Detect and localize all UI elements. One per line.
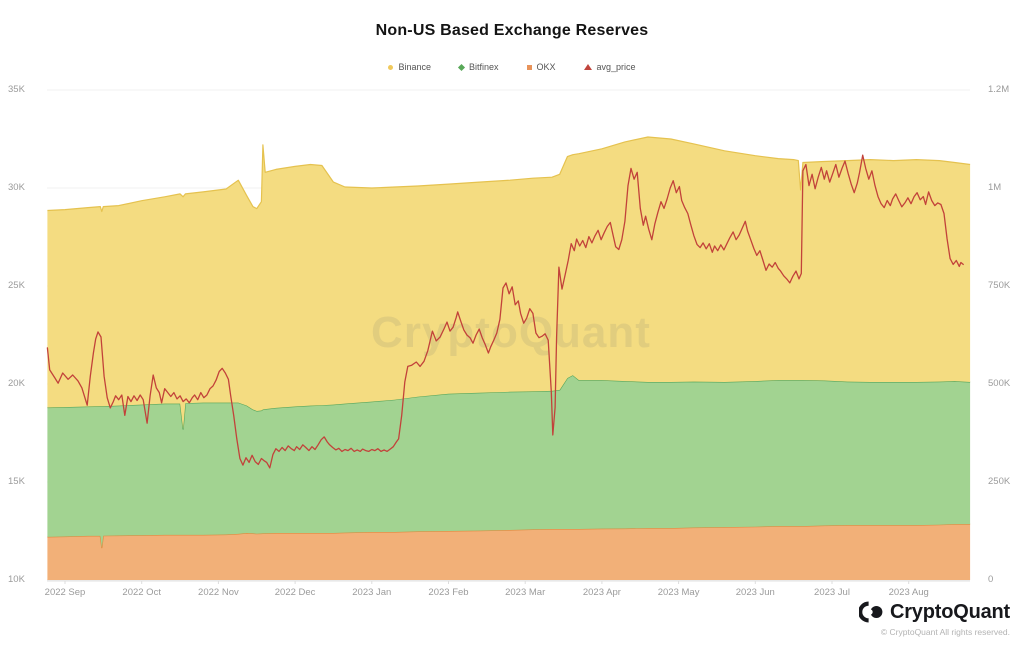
x-tick-label: 2023 Jul <box>814 587 850 598</box>
x-tick-label: 2023 Feb <box>428 587 469 598</box>
legend-item-bitfinex[interactable]: Bitfinex <box>457 62 499 72</box>
x-tick-label: 2023 May <box>657 587 700 598</box>
y-left-tick-label: 35K <box>8 84 25 95</box>
y-left-tick-label: 20K <box>8 378 25 389</box>
y-left-tick-label: 10K <box>8 574 25 585</box>
x-tick-label: 2022 Dec <box>274 587 316 598</box>
y-left-tick-label: 25K <box>8 280 25 291</box>
binance-area <box>47 137 971 430</box>
footer: CryptoQuant © CryptoQuant All rights res… <box>858 600 1010 637</box>
x-tick-label: 2022 Oct <box>122 587 161 598</box>
x-tick-label: 2022 Sep <box>44 587 86 598</box>
legend: Binance Bitfinex OKX avg_price <box>0 62 1024 72</box>
x-tick-label: 2022 Nov <box>198 587 239 598</box>
legend-item-avg_price[interactable]: avg_price <box>583 62 636 72</box>
chart-title: Non-US Based Exchange Reserves <box>375 22 649 39</box>
legend-item-binance[interactable]: Binance <box>388 62 431 72</box>
x-tick-label: 2023 Jun <box>735 587 775 598</box>
bitfinex-area <box>47 375 971 548</box>
y-right-tick-label: 250K <box>988 476 1011 487</box>
avg-price-line <box>46 154 964 469</box>
legend-item-okx[interactable]: OKX <box>526 62 556 72</box>
y-left-tick-label: 30K <box>8 182 25 193</box>
x-tick-label: 2023 Aug <box>888 587 929 598</box>
avg_price-marker-icon <box>583 64 592 70</box>
brand-name: CryptoQuant <box>889 600 1010 623</box>
x-tick-label: 2023 Mar <box>505 587 546 598</box>
y-right-tick-label: 750K <box>988 280 1011 291</box>
y-right-tick-label: 1.2M <box>988 84 1010 95</box>
legend-label: Binance <box>398 62 431 72</box>
x-tick-label: 2023 Jan <box>352 587 392 598</box>
x-tick-label: 2023 Apr <box>582 587 621 598</box>
y-right-tick-label: 0 <box>988 574 994 585</box>
legend-label: avg_price <box>596 62 636 72</box>
brand-row: CryptoQuant <box>858 600 1010 624</box>
cryptoquant-logo-icon <box>858 600 883 624</box>
y-right-tick-label: 1M <box>988 182 1002 193</box>
legend-label: Bitfinex <box>468 62 499 72</box>
okx-area <box>47 524 971 580</box>
copyright-text: © CryptoQuant All rights reserved. <box>880 627 1010 637</box>
binance-edge <box>47 136 971 213</box>
legend-label: OKX <box>536 62 556 72</box>
y-left-tick-label: 15K <box>8 476 25 487</box>
binance-marker-icon <box>388 64 394 70</box>
y-right-tick-label: 500K <box>988 378 1011 389</box>
cryptoquant-watermark: CryptoQuant <box>371 308 651 357</box>
okx-marker-icon <box>526 64 532 70</box>
